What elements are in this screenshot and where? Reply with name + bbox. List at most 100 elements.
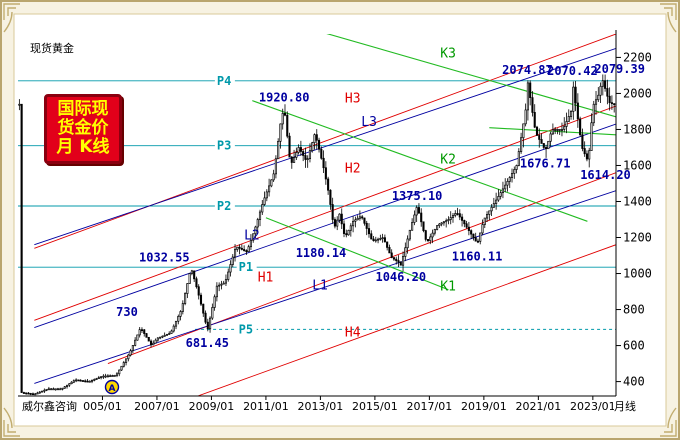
candle-body [47,388,50,391]
candle-body [202,303,205,314]
candle-body [547,140,550,150]
candle-body [479,232,482,242]
candle-body [213,296,216,308]
candle-body [140,329,144,332]
candle-body [122,362,125,367]
y-tick-label: 400 [623,375,645,389]
chart-badge: 国际现 货金价 月 K线 [44,94,122,164]
candle-body [293,157,296,163]
candle-body [134,339,137,346]
price-label: 1032.55 [139,251,190,265]
candle-body [470,230,473,235]
candle-body [599,85,602,96]
candle-body [315,134,318,141]
candle-body [270,179,273,187]
candle-body [594,99,598,105]
candle-body [585,153,588,160]
candle-body [322,157,325,169]
candle-body [152,342,155,346]
candle-body [545,147,548,150]
candle-body [184,293,187,304]
candle-body [163,334,166,337]
candle-body [111,375,114,377]
candle-body [436,225,439,230]
candle-body [249,239,252,248]
candle-body [52,388,55,391]
candle-body [81,380,84,382]
candle-body [170,330,173,334]
candle-body [79,379,82,382]
candle-body [440,222,443,225]
candle-body [356,217,359,221]
candle-body [336,219,339,227]
candle-body [311,142,314,152]
badge-line: 月 K线 [56,137,110,157]
y-tick-label: 800 [623,303,645,317]
price-label: 1180.14 [296,246,347,260]
candle-body [188,273,191,284]
x-tick-label: 2015/01 [352,400,398,413]
candle-body [50,388,53,391]
candle-body [581,134,584,149]
y-tick-label: 600 [623,339,645,353]
channel-label: L2 [244,228,260,243]
candle-body [25,392,28,395]
candle-body [456,213,459,215]
candle-body [77,379,80,382]
level-label: P3 [217,139,231,153]
candle-body [172,325,175,332]
candle-body [472,233,475,238]
price-chart[interactable]: 400 600 800 1000 1200 1400 1600 1800 2000 2200 005… [18,29,652,413]
candle-body [531,97,534,113]
candle-body [510,173,514,178]
candle-body [254,226,257,235]
candle-body [465,223,468,228]
candle-body [565,121,568,127]
candle-body [41,390,44,393]
candle-body [125,358,128,363]
candle-body [97,377,100,379]
candle-body [533,112,536,128]
candle-body [118,369,121,375]
candle-body [458,213,461,218]
candle-body [18,103,21,106]
candle-body [372,238,375,242]
x-tick-label: 005/01 [83,400,122,413]
candle-body [261,204,264,213]
channel-label: H4 [345,326,361,341]
candle-body [515,165,518,170]
candle-body [592,103,595,124]
x-tick-label: 2013/01 [298,400,344,413]
plot-area [18,34,616,396]
candle-body [610,102,613,104]
candle-body [374,239,377,242]
candle-body [476,240,480,243]
candle-body [495,199,498,205]
y-tick-label: 1800 [623,122,652,136]
candle-body [483,217,486,225]
candle-body [165,334,168,336]
channel-label: K3 [440,46,456,61]
candle-body [522,123,525,139]
candle-body [329,189,332,205]
candle-body [517,151,520,166]
candle-body [159,336,162,339]
candle-body [445,220,448,223]
trend-line [252,100,588,222]
candle-body [70,381,73,385]
candle-body [93,379,96,381]
candle-body [363,217,366,224]
candle-body [36,392,39,395]
level-label: P1 [239,260,253,274]
candle-body [574,86,577,104]
candle-body [395,258,398,261]
candle-body [383,237,386,243]
candle-body [563,126,566,130]
watermark-text: 威尔鑫咨询 [20,398,79,414]
candle-body [501,188,504,193]
candle-body [190,270,193,274]
candle-body [379,238,382,240]
candle-body [90,379,94,382]
candle-body [601,80,604,87]
price-label: 2070.42 [547,64,598,78]
